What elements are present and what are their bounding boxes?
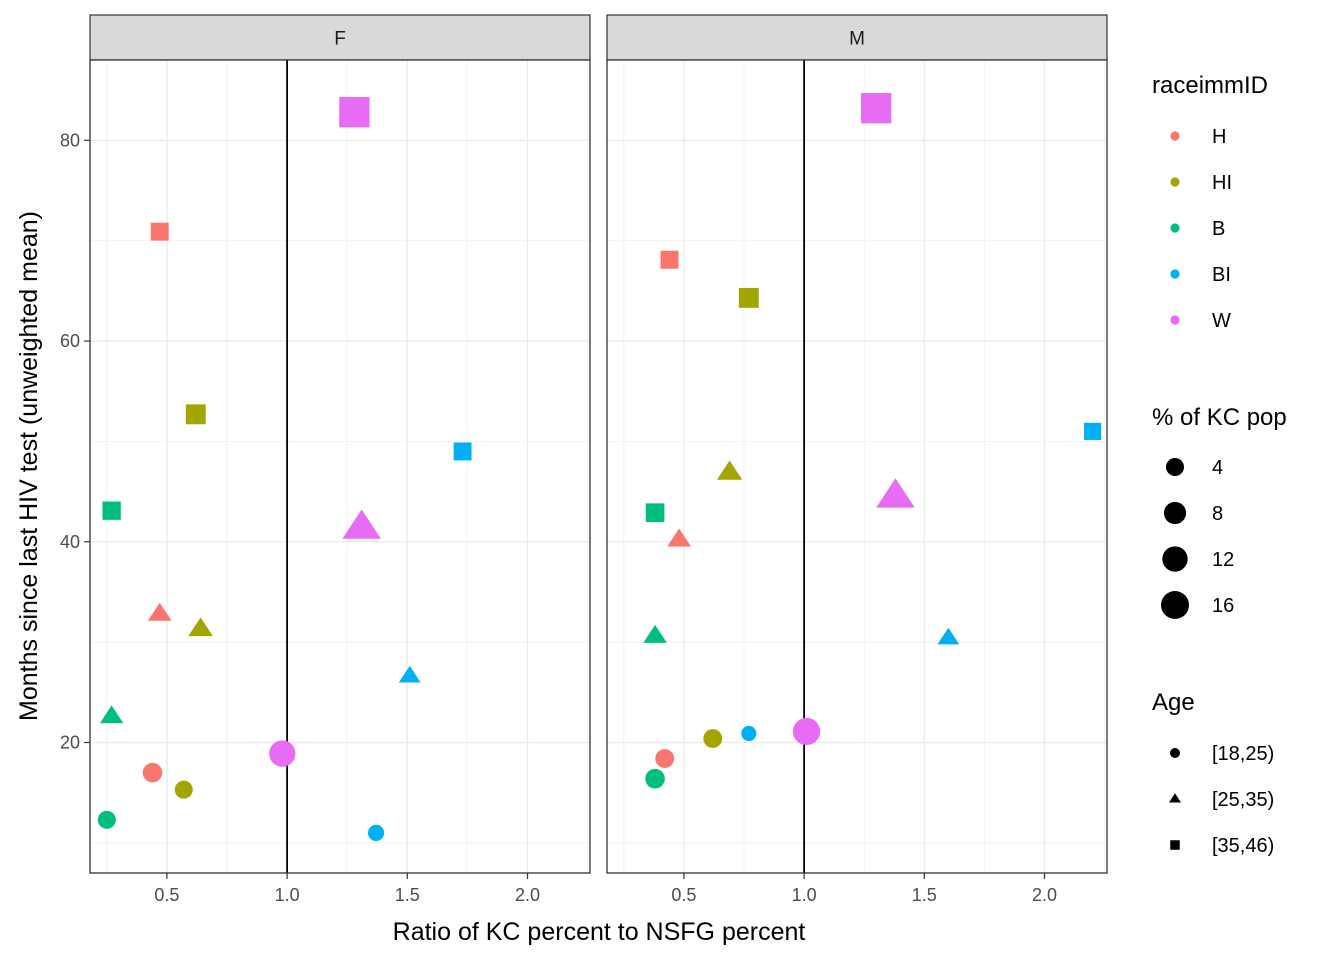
plot-background [90,60,590,873]
x-tick-label: 1.5 [912,885,937,905]
legend-label-b: B [1212,218,1225,240]
data-point [703,729,723,748]
facet-strip [606,14,1108,61]
shape-legend-label: [18,25) [1212,743,1274,765]
data-point [667,528,691,547]
data-point [174,780,193,799]
data-point [147,602,172,621]
legend-label-hi: HI [1212,172,1232,194]
x-tick-label: 2.0 [515,885,540,905]
legend-key-w [1170,315,1180,325]
x-tick-label: 1.5 [395,885,420,905]
x-axis-title: Ratio of KC percent to NSFG percent [393,918,806,946]
data-point [102,501,121,520]
data-point [342,509,381,539]
facet-panel-m: M [606,14,1108,874]
y-axis-title: Months since last HIV test (unweighted m… [15,211,43,721]
data-point [142,762,163,783]
data-point [937,627,960,645]
data-point [185,404,206,425]
data-point [97,810,116,829]
legend-label-w: W [1212,310,1231,332]
data-point [861,93,892,124]
shape-legend-label: [35,46) [1212,835,1274,857]
size-legend: % of KC pop 4 8 12 16 [1152,404,1287,619]
data-point [660,250,679,269]
size-legend-label: 16 [1212,595,1234,617]
legend: raceimmID H HI B BI W % of KC pop 4 8 12 16 Age [18,… [1152,72,1287,857]
size-legend-key [1162,546,1188,572]
panel-border [89,59,591,874]
legend-key-bi [1170,269,1180,279]
size-legend-key [1161,591,1189,619]
data-point [645,503,665,522]
data-point [643,624,667,643]
legend-label-bi: BI [1212,264,1231,286]
y-tick-label: 20 [60,733,80,753]
x-tick-label: 1.0 [792,885,817,905]
legend-key-hi [1170,177,1180,187]
data-point [188,617,213,637]
size-legend-title: % of KC pop [1152,404,1287,431]
data-point [738,287,759,308]
facet-strip-label: F [334,29,346,50]
legend-key-h [1170,131,1180,141]
shape-legend: Age [18,25) [25,35) [35,46) [1152,689,1274,857]
data-point [453,442,472,461]
shape-legend-label: [25,35) [1212,789,1274,811]
size-legend-label: 12 [1212,549,1234,571]
size-legend-key [1163,501,1187,525]
shape-legend-key-triangle [1168,793,1182,803]
data-point [645,768,665,789]
plot-background [607,60,1107,873]
data-point [716,460,743,480]
data-point [1084,422,1102,440]
data-point [150,222,169,241]
y-tick-label: 60 [60,331,80,351]
facet-strip-label: M [849,29,865,50]
legend-label-h: H [1212,126,1226,148]
size-legend-label: 4 [1212,457,1223,479]
shape-legend-key-circle [1170,748,1180,758]
x-tick-label: 0.5 [154,885,179,905]
shape-legend-key-square [1170,840,1180,850]
facet-strip [89,14,591,61]
y-tick-label: 40 [60,532,80,552]
x-tick-label: 0.5 [671,885,696,905]
data-point [339,97,370,128]
shape-legend-title: Age [1152,689,1195,716]
x-tick-label: 2.0 [1032,885,1057,905]
panel-border [606,59,1108,874]
data-point [876,478,915,508]
legend-key-b [1170,223,1180,233]
y-axis: 20 40 60 80 [60,130,90,753]
data-point [792,717,821,746]
color-legend-title: raceimmID [1152,72,1268,99]
data-point [398,665,421,683]
y-tick-label: 80 [60,130,80,150]
data-point [367,824,385,841]
data-point [741,725,757,742]
x-axis: 0.5 1.0 1.5 2.0 0.5 1.0 1.5 2.0 [154,873,1057,905]
x-tick-label: 1.0 [275,885,300,905]
size-legend-label: 8 [1212,503,1223,525]
data-point [655,749,675,769]
facet-panel-f: F [89,14,591,874]
data-point [269,740,296,767]
color-legend: raceimmID H HI B BI W [1152,72,1268,332]
size-legend-key [1166,458,1184,476]
data-point [99,705,124,724]
